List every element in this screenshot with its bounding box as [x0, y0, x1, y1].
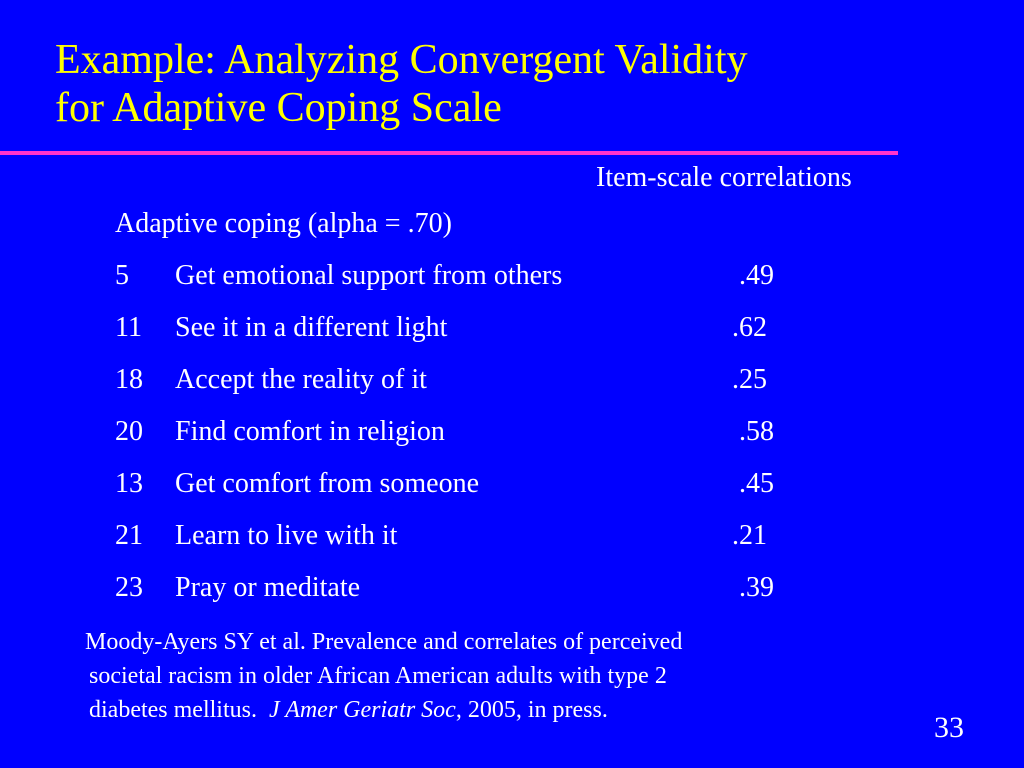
item-number: 5	[115, 260, 129, 291]
item-list: 5 Get emotional support from others .49 …	[115, 258, 815, 622]
citation-line-3-text: diabetes mellitus.	[89, 697, 269, 723]
citation-line-3: diabetes mellitus. J Amer Geriatr Soc, 2…	[85, 693, 905, 727]
item-correlation: .62	[732, 312, 767, 343]
list-item: 11 See it in a different light .62	[115, 310, 815, 362]
list-item: 21 Learn to live with it .21	[115, 518, 815, 570]
item-correlation: .25	[732, 364, 767, 395]
title-line-1: Example: Analyzing Convergent Validity	[55, 37, 748, 83]
item-number: 21	[115, 520, 143, 551]
item-correlation: .58	[739, 416, 774, 447]
item-text: Get comfort from someone	[175, 468, 480, 499]
citation-line-1: Moody-Ayers SY et al. Prevalence and cor…	[85, 629, 683, 655]
item-correlation: .45	[739, 468, 774, 499]
citation-journal: J Amer Geriatr Soc	[268, 697, 456, 723]
list-item: 23 Pray or meditate .39	[115, 570, 815, 622]
item-text: See it in a different light	[175, 312, 448, 343]
item-number: 20	[115, 416, 143, 447]
item-text: Learn to live with it	[175, 520, 398, 551]
column-header: Item-scale correlations	[596, 162, 852, 193]
item-text: Accept the reality of it	[175, 364, 427, 395]
title-divider	[0, 151, 898, 155]
citation-line-3-tail: , 2005, in press.	[455, 697, 608, 723]
item-correlation: .21	[732, 520, 767, 551]
item-number: 18	[115, 364, 143, 395]
item-number: 11	[115, 312, 142, 343]
item-text: Get emotional support from others	[175, 260, 563, 291]
item-correlation: .39	[739, 572, 774, 603]
slide-title: Example: Analyzing Convergent Validity f…	[55, 36, 748, 132]
item-number: 13	[115, 468, 143, 499]
title-line-2: for Adaptive Coping Scale	[55, 85, 502, 131]
citation-line-2: societal racism in older African America…	[89, 663, 667, 689]
list-item: 13 Get comfort from someone .45	[115, 466, 815, 518]
item-text: Find comfort in religion	[175, 416, 445, 447]
list-item: 18 Accept the reality of it .25	[115, 362, 815, 414]
list-item: 5 Get emotional support from others .49	[115, 258, 815, 310]
item-number: 23	[115, 572, 143, 603]
page-number: 33	[934, 711, 964, 744]
scale-subheading: Adaptive coping (alpha = .70)	[115, 208, 452, 239]
item-text: Pray or meditate	[175, 572, 361, 603]
item-correlation: .49	[739, 260, 774, 291]
citation: Moody-Ayers SY et al. Prevalence and cor…	[85, 625, 905, 727]
list-item: 20 Find comfort in religion .58	[115, 414, 815, 466]
